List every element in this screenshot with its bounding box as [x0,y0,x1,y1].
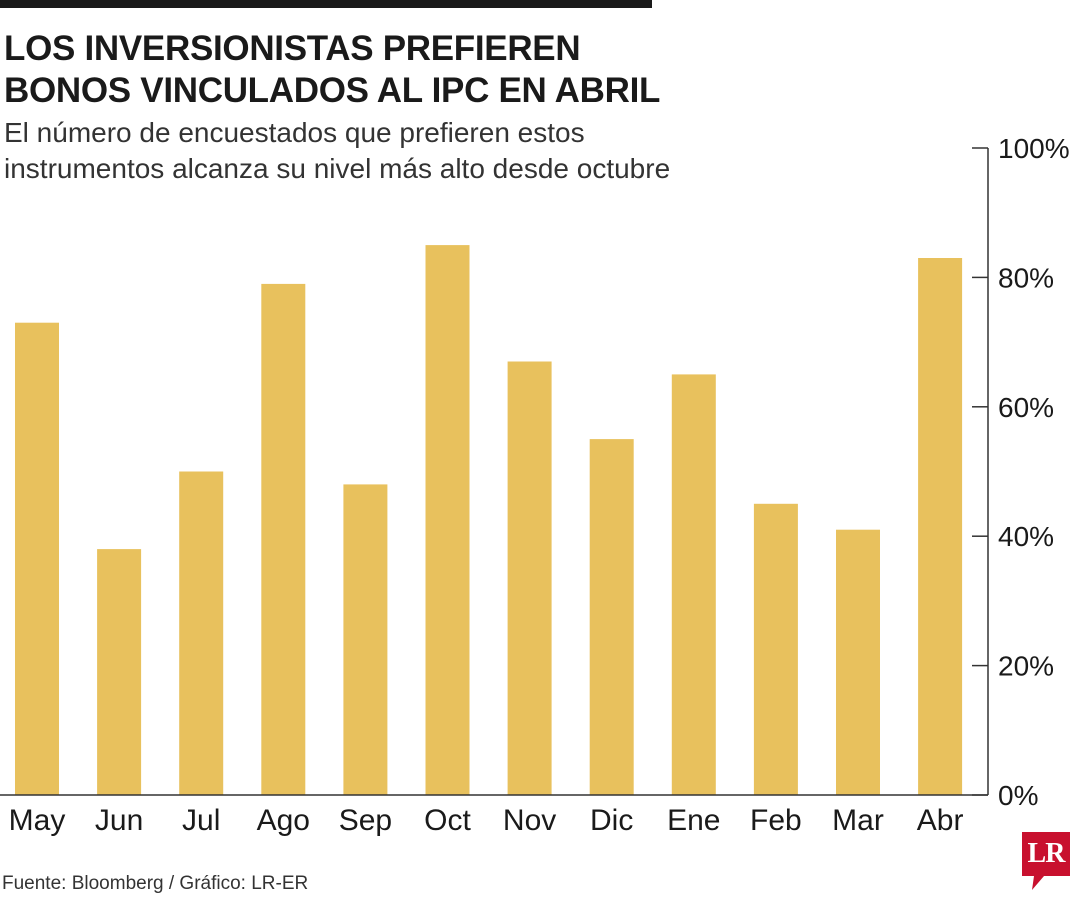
x-tick-label-abr: Abr [917,804,964,837]
x-tick-label-nov: Nov [503,804,556,837]
chart-title: LOS INVERSIONISTAS PREFIEREN BONOS VINCU… [4,28,704,112]
x-tick-label-mar: Mar [832,804,884,837]
chart-subtitle-line-2: instrumentos alcanza su nivel más alto d… [4,153,671,184]
y-tick-label-0: 0% [998,780,1038,811]
chart-subtitle-line-1: El número de encuestados que prefieren e… [4,117,585,148]
lr-logo-shape [1022,832,1070,890]
bar-oct [425,245,470,796]
bar-feb [753,503,798,795]
chart-title-line-2: BONOS VINCULADOS AL IPC EN ABRIL [4,71,661,110]
bar-ago [261,283,306,795]
x-tick-label-ago: Ago [257,804,310,837]
x-tick-label-ene: Ene [667,804,720,837]
y-tick-label-60: 60% [998,392,1054,423]
x-tick-label-may: May [9,804,66,837]
x-tick-label-dic: Dic [590,804,633,837]
x-tick-label-sep: Sep [339,804,392,837]
bar-jun [97,549,142,795]
x-tick-label-jun: Jun [95,804,143,837]
x-tick-label-jul: Jul [182,804,220,837]
y-tick-label-100: 100% [998,133,1070,164]
top-rule [0,0,652,8]
bar-nov [507,361,552,795]
chart-subtitle: El número de encuestados que prefieren e… [4,115,794,187]
bar-ene [671,374,716,795]
y-tick-label-20: 20% [998,651,1054,682]
lr-logo: LR [1022,832,1070,890]
bar-may [15,322,59,795]
bar-mar [836,529,880,795]
x-tick-label-feb: Feb [750,804,802,837]
x-tick-label-oct: Oct [424,804,471,837]
bar-abr [918,258,963,795]
y-tick-label-80: 80% [998,262,1054,293]
y-tick-label-40: 40% [998,521,1054,552]
chart-title-line-1: LOS INVERSIONISTAS PREFIEREN [4,29,581,68]
source-note: Fuente: Bloomberg / Gráfico: LR-ER [2,873,309,894]
bar-jul [179,471,224,795]
lr-logo-text: LR [1027,838,1066,869]
bar-dic [589,439,634,795]
bar-sep [343,484,388,795]
